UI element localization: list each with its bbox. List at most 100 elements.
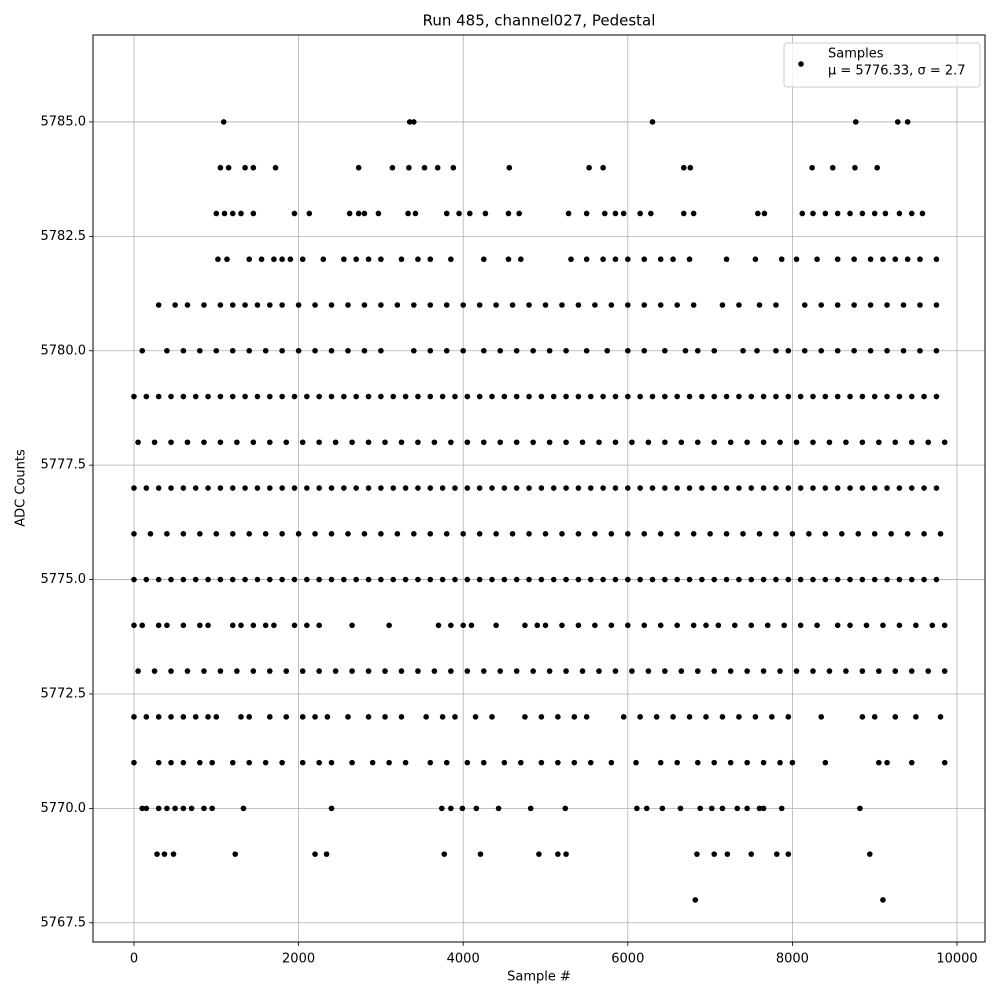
points [131, 119, 948, 903]
data-point [921, 576, 927, 583]
data-point [686, 714, 693, 720]
data-point [345, 714, 351, 720]
data-point [575, 622, 582, 629]
data-point [328, 302, 335, 308]
data-point [637, 210, 643, 217]
data-point [299, 714, 306, 720]
data-point [316, 759, 322, 766]
data-point [279, 759, 285, 766]
data-point [184, 302, 191, 308]
data-point [316, 668, 322, 674]
data-point [900, 347, 907, 354]
data-point [205, 714, 211, 720]
data-point [612, 210, 619, 217]
data-point [834, 576, 841, 583]
data-point [851, 256, 857, 263]
data-point [513, 485, 520, 491]
data-point [291, 393, 298, 400]
data-point [884, 347, 890, 354]
data-point [242, 576, 248, 583]
data-point [513, 393, 520, 400]
data-point [896, 485, 903, 491]
data-point [131, 714, 137, 720]
data-point [538, 393, 545, 400]
data-point [477, 851, 484, 857]
data-point [188, 805, 195, 812]
data-point [941, 439, 948, 446]
data-point [917, 256, 923, 263]
data-point [291, 622, 298, 629]
data-point [699, 393, 705, 400]
data-point [699, 485, 705, 491]
data-point [250, 622, 257, 629]
data-point [304, 622, 310, 629]
data-point [723, 576, 730, 583]
data-point [692, 897, 699, 903]
data-point [550, 576, 557, 583]
data-point [822, 759, 829, 766]
data-point [761, 210, 768, 217]
data-point [143, 393, 150, 400]
data-point [921, 393, 927, 400]
data-point [686, 485, 693, 491]
data-point [217, 393, 224, 400]
data-point [919, 210, 926, 217]
data-point [450, 164, 457, 171]
data-point [291, 210, 298, 217]
data-point [575, 485, 582, 491]
data-point [180, 393, 187, 400]
data-point [476, 485, 483, 491]
data-point [596, 439, 602, 446]
data-point [316, 393, 322, 400]
data-point [852, 164, 858, 171]
data-point [225, 164, 232, 171]
data-point [406, 119, 413, 125]
data-point [826, 668, 833, 674]
x-tick-label: 8000 [776, 952, 809, 967]
data-point [583, 210, 590, 217]
data-point [793, 256, 800, 263]
data-point [933, 347, 940, 354]
data-point [184, 668, 191, 674]
data-point [859, 714, 866, 720]
data-point [394, 531, 401, 537]
data-point [180, 347, 187, 354]
data-point [332, 668, 339, 674]
x-tick-label: 6000 [611, 952, 644, 967]
data-point [707, 531, 713, 537]
data-point [234, 668, 240, 674]
data-point [304, 485, 310, 491]
data-point [769, 714, 775, 720]
data-point [258, 256, 265, 263]
data-point [497, 347, 504, 354]
data-point [785, 714, 792, 720]
data-point [888, 531, 894, 537]
data-point [659, 805, 666, 812]
data-point [439, 714, 446, 720]
data-point [818, 302, 825, 308]
data-point [170, 851, 177, 857]
data-point [822, 531, 829, 537]
data-point [904, 119, 911, 125]
data-point [279, 485, 285, 491]
data-point [423, 714, 429, 720]
data-point [637, 393, 643, 400]
data-point [415, 256, 421, 263]
data-point [497, 668, 504, 674]
data-point [299, 439, 306, 446]
data-point [250, 164, 257, 171]
data-point [283, 439, 290, 446]
data-point [527, 805, 534, 812]
data-point [172, 302, 178, 308]
data-point [378, 302, 384, 308]
data-point [740, 531, 746, 537]
data-point [900, 302, 907, 308]
data-point [482, 210, 489, 217]
data-point [168, 714, 174, 720]
data-point [209, 759, 215, 766]
data-point [908, 485, 915, 491]
data-point [131, 576, 137, 583]
data-point [205, 622, 211, 629]
data-point [434, 164, 441, 171]
data-point [674, 393, 680, 400]
